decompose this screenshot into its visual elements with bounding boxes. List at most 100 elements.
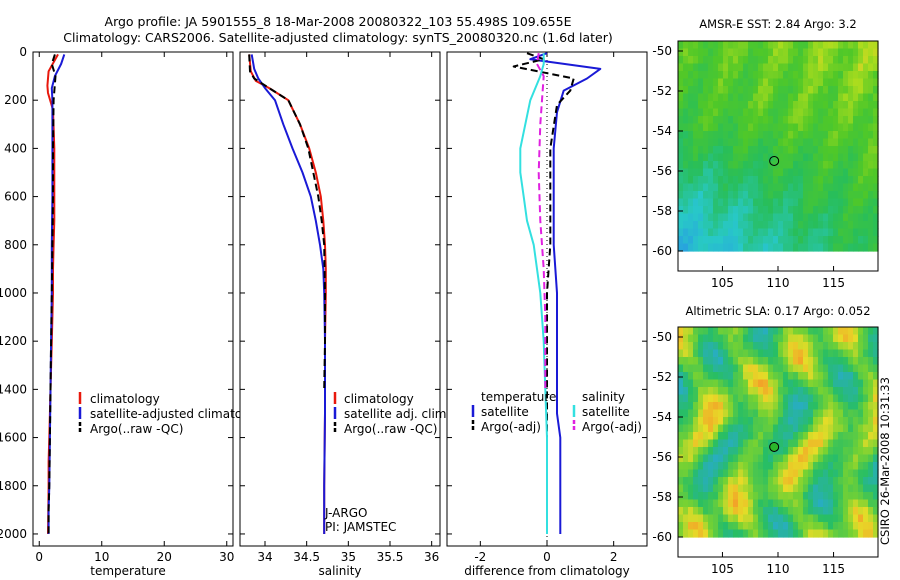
- heatmap-cell: [823, 357, 829, 366]
- heatmap-cell: [778, 146, 784, 155]
- heatmap-cell: [868, 507, 874, 516]
- heatmap-cell: [713, 108, 719, 117]
- heatmap-cell: [808, 417, 814, 426]
- heatmap-cell: [738, 71, 744, 80]
- heatmap-cell: [718, 198, 724, 207]
- heatmap-cell: [778, 206, 784, 215]
- heatmap-cell: [818, 499, 824, 508]
- heatmap-cell: [703, 439, 709, 448]
- heatmap-cell: [808, 153, 814, 162]
- heatmap-cell: [728, 228, 734, 237]
- heatmap-cell: [693, 529, 699, 538]
- heatmap-cell: [773, 198, 779, 207]
- heatmap-cell: [713, 153, 719, 162]
- heatmap-cell: [858, 372, 864, 381]
- heatmap-cell: [868, 78, 874, 87]
- heatmap-cell: [838, 484, 844, 493]
- heatmap-cell: [823, 372, 829, 381]
- heatmap-cell: [733, 183, 739, 192]
- heatmap-cell: [848, 357, 854, 366]
- heatmap-cell: [713, 63, 719, 72]
- heatmap-cell: [683, 334, 689, 343]
- heatmap-cell: [828, 48, 834, 57]
- heatmap-cell: [693, 63, 699, 72]
- series-line-argo-adj-salinity: [536, 53, 547, 390]
- heatmap-cell: [783, 394, 789, 403]
- heatmap-cell: [743, 469, 749, 478]
- heatmap-cell: [823, 402, 829, 411]
- heatmap-cell: [858, 492, 864, 501]
- heatmap-cell: [763, 417, 769, 426]
- heatmap-cell: [803, 183, 809, 192]
- heatmap-cell: [848, 86, 854, 95]
- heatmap-cell: [763, 379, 769, 388]
- heatmap-cell: [863, 379, 869, 388]
- heatmap-cell: [863, 327, 869, 336]
- x-tick-label: 2: [610, 550, 618, 564]
- heatmap-cell: [793, 86, 799, 95]
- heatmap-cell: [828, 462, 834, 471]
- heatmap-cell: [823, 522, 829, 531]
- heatmap-cell: [828, 63, 834, 72]
- heatmap-cell: [758, 221, 764, 230]
- heatmap-cell: [733, 462, 739, 471]
- heatmap-cell: [683, 221, 689, 230]
- heatmap-cell: [873, 123, 879, 132]
- heatmap-cell: [823, 146, 829, 155]
- heatmap-cell: [843, 146, 849, 155]
- heatmap-cell: [778, 176, 784, 185]
- heatmap-cell: [833, 101, 839, 110]
- heatmap-cell: [823, 213, 829, 222]
- heatmap-cell: [713, 161, 719, 170]
- heatmap-cell: [743, 417, 749, 426]
- heatmap-cell: [873, 514, 879, 523]
- heatmap-cell: [738, 213, 744, 222]
- heatmap-cell: [768, 48, 774, 57]
- heatmap-cell: [853, 48, 859, 57]
- heatmap-cell: [818, 236, 824, 245]
- heatmap-cell: [688, 86, 694, 95]
- y-tick-label: 1600: [0, 431, 27, 445]
- heatmap-cell: [753, 63, 759, 72]
- heatmap-cell: [743, 243, 749, 252]
- heatmap-cell: [843, 78, 849, 87]
- heatmap-cell: [808, 213, 814, 222]
- heatmap-cell: [783, 168, 789, 177]
- figure-title-line2: Climatology: CARS2006. Satellite-adjuste…: [63, 30, 613, 45]
- heatmap-cell: [793, 78, 799, 87]
- heatmap-cell: [808, 191, 814, 200]
- heatmap-cell: [698, 492, 704, 501]
- heatmap-cell: [828, 454, 834, 463]
- heatmap-cell: [718, 101, 724, 110]
- heatmap-cell: [748, 529, 754, 538]
- heatmap-cell: [733, 41, 739, 50]
- heatmap-cell: [813, 522, 819, 531]
- heatmap-cell: [863, 492, 869, 501]
- heatmap-cell: [723, 116, 729, 125]
- heatmap-cell: [853, 469, 859, 478]
- heatmap-cell: [798, 153, 804, 162]
- heatmap-cell: [768, 183, 774, 192]
- heatmap-cell: [873, 462, 879, 471]
- heatmap-cell: [833, 492, 839, 501]
- heatmap-cell: [698, 424, 704, 433]
- heatmap-cell: [818, 327, 824, 336]
- heatmap-cell: [723, 409, 729, 418]
- heatmap-cell: [763, 529, 769, 538]
- heatmap-cell: [813, 387, 819, 396]
- heatmap-cell: [743, 101, 749, 110]
- heatmap-cell: [688, 213, 694, 222]
- heatmap-cell: [873, 342, 879, 351]
- heatmap-cell: [698, 357, 704, 366]
- heatmap-cell: [813, 462, 819, 471]
- heatmap-cell: [723, 477, 729, 486]
- heatmap-cell: [753, 213, 759, 222]
- heatmap-cell: [863, 236, 869, 245]
- heatmap-cell: [688, 41, 694, 50]
- heatmap-cell: [818, 138, 824, 147]
- heatmap-cell: [728, 213, 734, 222]
- heatmap-cell: [828, 409, 834, 418]
- legend-temperature-title: temperature: [481, 390, 556, 404]
- heatmap-cell: [708, 168, 714, 177]
- heatmap-cell: [713, 86, 719, 95]
